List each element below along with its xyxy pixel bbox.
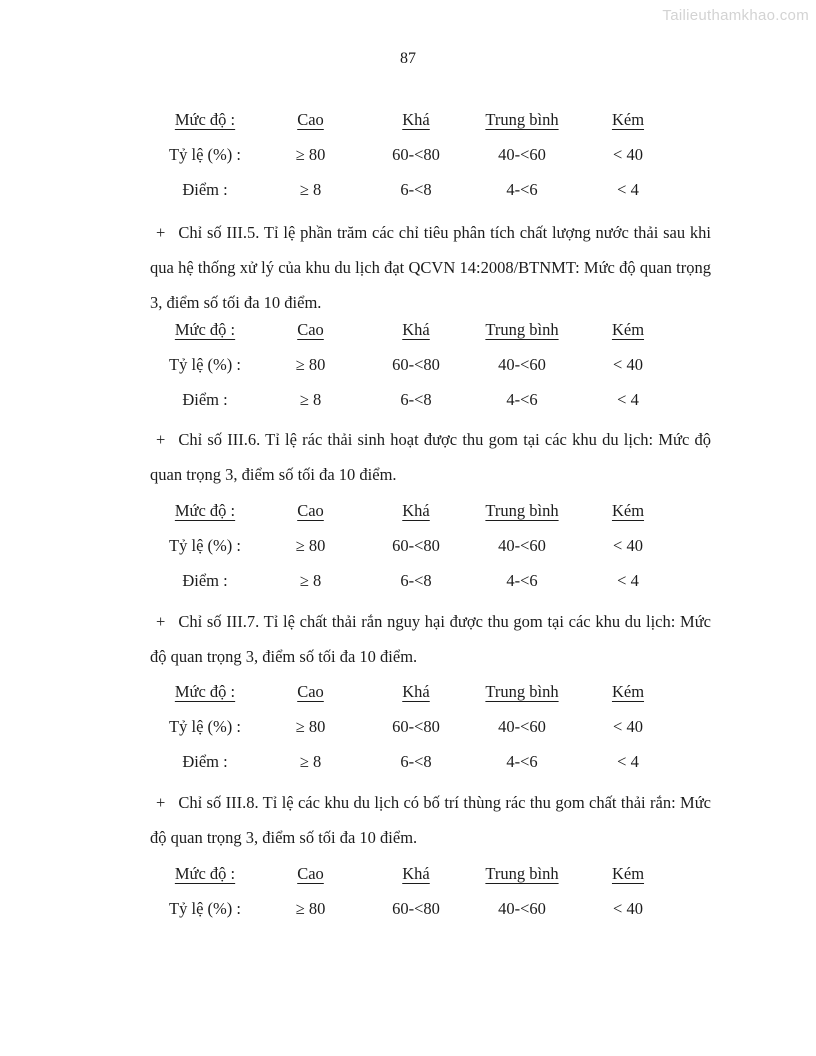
paragraph-text: Chỉ số III.8. Tỉ lệ các khu du lịch có b… [150, 793, 711, 847]
table-header-cell: Khá [402, 501, 430, 520]
table-cell: 40-<60 [498, 145, 546, 164]
table-cell: 60-<80 [392, 145, 440, 164]
table-cell: 4-<6 [506, 752, 538, 771]
table-header-cell: Kém [611, 501, 645, 520]
table-cell: ≥ 80 [295, 717, 326, 736]
bullet-marker: + [156, 793, 166, 812]
table-header-cell: Trung bình [485, 320, 559, 339]
table-cell: 6-<8 [400, 180, 432, 199]
table-cell: 60-<80 [392, 899, 440, 918]
table-cell: < 4 [617, 180, 639, 199]
table-header-cell: Mức độ : [174, 682, 236, 701]
table-header-cell: Kém [611, 110, 645, 129]
table-header-cell: Trung bình [485, 110, 559, 129]
table-header-cell: Cao [297, 864, 324, 883]
table-cell: ≥ 8 [299, 571, 322, 590]
table-cell: < 4 [617, 752, 639, 771]
table-header-cell: Cao [297, 320, 324, 339]
rating-table-5: Mức độ : Cao Khá Trung bình Kém Tỷ lệ (%… [152, 856, 681, 926]
table-cell: ≥ 80 [295, 899, 326, 918]
table-header-cell: Mức độ : [174, 864, 236, 883]
rating-table-1: Mức độ : Cao Khá Trung bình Kém Tỷ lệ (%… [152, 102, 681, 207]
table-header-cell: Cao [297, 110, 324, 129]
table-header-cell: Khá [402, 320, 430, 339]
paragraph-text: Chỉ số III.7. Tỉ lệ chất thải rắn nguy h… [150, 612, 711, 666]
paragraph-text: Chỉ số III.6. Tỉ lệ rác thải sinh hoạt đ… [150, 430, 711, 484]
table-cell: ≥ 8 [299, 752, 322, 771]
table-cell: 40-<60 [498, 899, 546, 918]
watermark: Tailieuthamkhao.com [662, 7, 809, 24]
paragraph-chi-so-iii-8: + Chỉ số III.8. Tỉ lệ các khu du lịch có … [150, 785, 711, 855]
table-cell: Điểm : [182, 180, 228, 199]
table-header-cell: Cao [297, 682, 324, 701]
table-header-cell: Mức độ : [174, 501, 236, 520]
table-cell: 60-<80 [392, 536, 440, 555]
table-cell: 40-<60 [498, 536, 546, 555]
table-header-cell: Cao [297, 501, 324, 520]
table-cell: 6-<8 [400, 390, 432, 409]
table-cell: ≥ 8 [299, 390, 322, 409]
table-header-cell: Kém [611, 320, 645, 339]
rating-table-4: Mức độ : Cao Khá Trung bình Kém Tỷ lệ (%… [152, 674, 681, 779]
table-header-cell: Khá [402, 864, 430, 883]
bullet-marker: + [156, 223, 166, 242]
paragraph-text: Chỉ số III.5. Tỉ lệ phần trăm các chỉ ti… [150, 223, 711, 312]
rating-table-3: Mức độ : Cao Khá Trung bình Kém Tỷ lệ (%… [152, 493, 681, 598]
table-cell: Điểm : [182, 571, 228, 590]
table-cell: < 40 [613, 536, 643, 555]
table-cell: 4-<6 [506, 571, 538, 590]
table-cell: ≥ 80 [295, 355, 326, 374]
bullet-marker: + [156, 612, 166, 631]
table-cell: 6-<8 [400, 571, 432, 590]
table-cell: ≥ 8 [299, 180, 322, 199]
table-cell: Điểm : [182, 390, 228, 409]
table-cell: 60-<80 [392, 355, 440, 374]
table-cell: Tỷ lệ (%) : [169, 717, 241, 736]
table-cell: Tỷ lệ (%) : [169, 145, 241, 164]
table-header-cell: Khá [402, 110, 430, 129]
rating-table-2: Mức độ : Cao Khá Trung bình Kém Tỷ lệ (%… [152, 312, 681, 417]
table-header-cell: Khá [402, 682, 430, 701]
table-cell: < 4 [617, 390, 639, 409]
page-content: Mức độ : Cao Khá Trung bình Kém Tỷ lệ (%… [150, 0, 711, 1056]
table-cell: 40-<60 [498, 717, 546, 736]
table-header-cell: Mức độ : [174, 320, 236, 339]
table-cell: 4-<6 [506, 180, 538, 199]
table-cell: 40-<60 [498, 355, 546, 374]
paragraph-chi-so-iii-5: + Chỉ số III.5. Tỉ lệ phần trăm các chỉ t… [150, 215, 711, 320]
table-cell: Điểm : [182, 752, 228, 771]
table-header-cell: Mức độ : [174, 110, 236, 129]
paragraph-chi-so-iii-7: + Chỉ số III.7. Tỉ lệ chất thải rắn nguy … [150, 604, 711, 674]
table-cell: < 40 [613, 899, 643, 918]
table-cell: Tỷ lệ (%) : [169, 899, 241, 918]
table-cell: < 40 [613, 355, 643, 374]
paragraph-chi-so-iii-6: + Chỉ số III.6. Tỉ lệ rác thải sinh hoạt … [150, 422, 711, 492]
table-cell: ≥ 80 [295, 145, 326, 164]
page-number: 87 [400, 50, 416, 67]
table-header-cell: Kém [611, 682, 645, 701]
table-cell: 60-<80 [392, 717, 440, 736]
table-cell: ≥ 80 [295, 536, 326, 555]
table-header-cell: Trung bình [485, 501, 559, 520]
bullet-marker: + [156, 430, 166, 449]
table-cell: Tỷ lệ (%) : [169, 355, 241, 374]
table-cell: < 4 [617, 571, 639, 590]
table-header-cell: Trung bình [485, 682, 559, 701]
table-cell: 4-<6 [506, 390, 538, 409]
table-cell: < 40 [613, 145, 643, 164]
table-header-cell: Trung bình [485, 864, 559, 883]
table-header-cell: Kém [611, 864, 645, 883]
table-cell: < 40 [613, 717, 643, 736]
table-cell: 6-<8 [400, 752, 432, 771]
table-cell: Tỷ lệ (%) : [169, 536, 241, 555]
